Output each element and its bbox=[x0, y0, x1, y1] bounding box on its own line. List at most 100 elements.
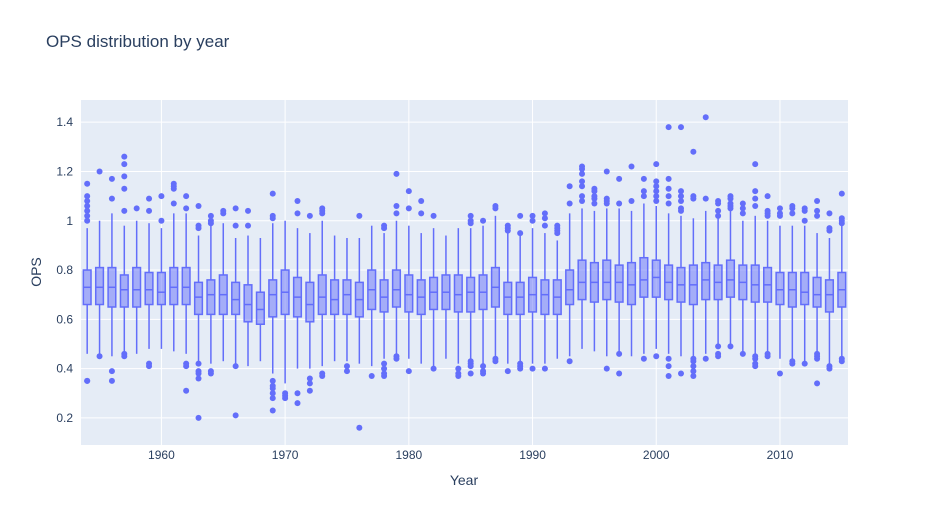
outlier-point bbox=[195, 414, 202, 421]
outlier-point bbox=[269, 385, 276, 392]
outlier-point bbox=[319, 373, 326, 379]
chart-title: OPS distribution by year bbox=[46, 32, 230, 51]
x-axis-title: Year bbox=[450, 472, 479, 488]
outlier-point bbox=[108, 377, 115, 384]
box-1973 bbox=[317, 205, 327, 379]
iqr-box bbox=[305, 281, 315, 323]
outlier-point bbox=[677, 198, 684, 205]
outlier-point bbox=[653, 198, 660, 205]
iqr-box bbox=[255, 291, 265, 326]
outlier-point bbox=[368, 373, 375, 379]
y-axis-title: OPS bbox=[28, 257, 44, 287]
box-1971 bbox=[292, 198, 303, 407]
outlier-point bbox=[121, 161, 128, 168]
box-1968 bbox=[255, 238, 265, 362]
outlier-point bbox=[814, 355, 821, 362]
outlier-point bbox=[84, 212, 91, 219]
outlier-point bbox=[480, 217, 487, 224]
outlier-point bbox=[467, 370, 474, 377]
outlier-point bbox=[207, 370, 214, 377]
iqr-box bbox=[231, 281, 241, 316]
box-1994 bbox=[577, 163, 587, 349]
outlier-point bbox=[826, 365, 833, 372]
box-1955 bbox=[94, 168, 105, 360]
outlier-point bbox=[405, 205, 412, 212]
outlier-point bbox=[467, 363, 474, 370]
box-2006 bbox=[725, 193, 736, 350]
outlier-point bbox=[591, 195, 598, 202]
outlier-point bbox=[801, 360, 808, 367]
iqr-box bbox=[466, 276, 476, 313]
outlier-point bbox=[640, 188, 647, 195]
outlier-point bbox=[84, 207, 91, 214]
outlier-point bbox=[665, 193, 672, 200]
box-1957 bbox=[119, 153, 129, 360]
outlier-point bbox=[690, 358, 697, 365]
outlier-point bbox=[121, 207, 128, 214]
y-tick-label: 0.4 bbox=[56, 362, 73, 376]
outlier-point bbox=[665, 185, 672, 192]
outlier-point bbox=[677, 124, 684, 131]
outlier-point bbox=[752, 195, 759, 202]
outlier-point bbox=[616, 175, 623, 182]
outlier-point bbox=[121, 153, 128, 160]
outlier-point bbox=[764, 353, 771, 360]
outlier-point bbox=[393, 355, 400, 362]
outlier-point bbox=[715, 343, 722, 350]
gridlines bbox=[81, 100, 848, 445]
outlier-point bbox=[430, 365, 437, 372]
outlier-point bbox=[306, 387, 313, 394]
outlier-point bbox=[640, 175, 647, 182]
outlier-point bbox=[269, 377, 276, 384]
outlier-point bbox=[195, 360, 202, 367]
outlier-point bbox=[170, 200, 177, 207]
box-1979 bbox=[391, 170, 402, 362]
box-1966 bbox=[231, 205, 241, 419]
box-1954 bbox=[82, 180, 92, 384]
iqr-box bbox=[824, 279, 835, 313]
outlier-point bbox=[220, 210, 227, 217]
x-tick-label: 1980 bbox=[395, 448, 422, 462]
outlier-point bbox=[764, 193, 771, 200]
iqr-box bbox=[156, 271, 166, 306]
outlier-point bbox=[838, 358, 845, 365]
iqr-box bbox=[119, 274, 129, 308]
outlier-point bbox=[492, 358, 499, 365]
outlier-point bbox=[579, 170, 586, 177]
outlier-point bbox=[715, 212, 722, 219]
outlier-point bbox=[628, 163, 635, 170]
outlier-point bbox=[727, 343, 734, 350]
outlier-point bbox=[158, 193, 165, 200]
outlier-point bbox=[381, 365, 388, 372]
box-2009 bbox=[763, 193, 773, 360]
outlier-point bbox=[529, 212, 536, 219]
outlier-point bbox=[146, 195, 153, 202]
outlier-point bbox=[517, 230, 524, 237]
iqr-box bbox=[342, 279, 352, 316]
outlier-point bbox=[616, 370, 623, 377]
outlier-point bbox=[343, 368, 350, 375]
box-1977 bbox=[367, 225, 377, 379]
outlier-point bbox=[393, 202, 400, 209]
outlier-point bbox=[541, 210, 548, 217]
outlier-point bbox=[653, 161, 660, 168]
outlier-point bbox=[170, 185, 177, 192]
outlier-point bbox=[665, 373, 672, 379]
x-tick-label: 1970 bbox=[272, 448, 299, 462]
iqr-box bbox=[565, 269, 575, 306]
box-2004 bbox=[701, 114, 711, 362]
box-1990 bbox=[527, 212, 538, 372]
outlier-point bbox=[653, 183, 660, 190]
box-1989 bbox=[515, 212, 525, 372]
outlier-point bbox=[245, 207, 252, 214]
box-2003 bbox=[688, 148, 698, 379]
box-1967 bbox=[243, 207, 253, 367]
y-tick-label: 0.6 bbox=[56, 312, 73, 326]
outlier-point bbox=[183, 363, 190, 370]
outlier-point bbox=[826, 227, 833, 234]
iqr-box bbox=[243, 284, 253, 323]
outlier-point bbox=[492, 205, 499, 212]
y-tick-label: 1 bbox=[66, 214, 73, 228]
outlier-point bbox=[739, 350, 746, 357]
outlier-point bbox=[294, 400, 301, 407]
